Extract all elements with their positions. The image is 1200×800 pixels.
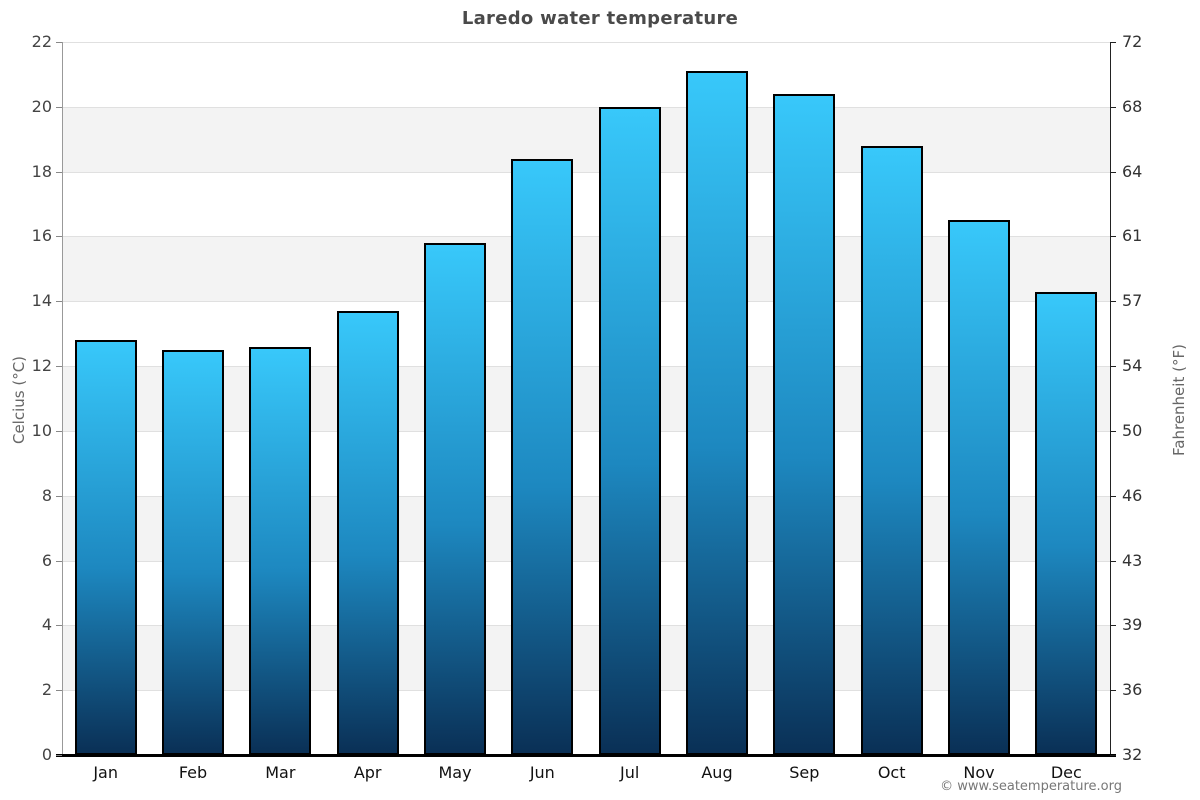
y-tick-label-celsius: 14	[31, 291, 52, 311]
x-tick-label-dec: Dec	[1050, 763, 1082, 782]
bar-nov	[948, 220, 1010, 755]
x-tick-label-jan: Jan	[93, 763, 118, 782]
y-tick-label-fahrenheit: 43	[1122, 550, 1143, 570]
y-tick-label-celsius: 22	[31, 32, 52, 51]
y-tickmark-left	[56, 496, 62, 497]
y-tickmark-left	[56, 236, 62, 237]
y-tick-label-celsius: 12	[31, 356, 52, 376]
y-axis-label-fahrenheit: Fahrenheit (°F)	[1170, 344, 1188, 456]
y-tickmark-right	[1110, 625, 1116, 626]
y-tickmark-left	[56, 42, 62, 43]
y-tickmark-right	[1110, 236, 1116, 237]
y-tickmark-left	[56, 561, 62, 562]
gridline	[62, 431, 1110, 432]
plot-area	[62, 42, 1110, 755]
plot-band	[62, 106, 1110, 172]
y-tick-label-celsius: 0	[41, 745, 52, 764]
y-tick-label-celsius: 10	[31, 420, 52, 440]
y-tickmark-left	[56, 431, 62, 432]
y-tickmark-left	[56, 301, 62, 302]
plot-band	[62, 495, 1110, 561]
y-tick-label-fahrenheit: 72	[1122, 32, 1143, 51]
y-tickmark-left	[56, 755, 62, 756]
y-tickmark-right	[1110, 690, 1116, 691]
y-tick-label-fahrenheit: 68	[1122, 96, 1143, 116]
x-axis-line	[56, 754, 1116, 757]
y-tickmark-right	[1110, 431, 1116, 432]
gridline	[62, 625, 1110, 626]
plot-band	[62, 625, 1110, 691]
gridline	[62, 107, 1110, 108]
gridline	[62, 496, 1110, 497]
bar-apr	[336, 311, 399, 755]
y-tickmark-left	[56, 625, 62, 626]
y-axis-line-left	[62, 42, 63, 755]
bar-feb	[162, 349, 224, 755]
gridline	[62, 42, 1110, 43]
y-tick-label-fahrenheit: 39	[1122, 615, 1143, 635]
x-tick-label-apr: Apr	[353, 763, 382, 782]
x-tick-label-oct: Oct	[877, 763, 906, 782]
gridline	[62, 172, 1110, 173]
watermark-copyright: © www.seatemperature.org	[940, 779, 1122, 794]
x-tick-label-feb: Feb	[178, 763, 208, 782]
y-tick-label-fahrenheit: 54	[1122, 356, 1143, 376]
y-tickmark-right	[1110, 561, 1116, 562]
plot-band	[62, 236, 1110, 302]
chart-title: Laredo water temperature	[461, 8, 739, 29]
y-tickmark-right	[1110, 172, 1116, 173]
y-tick-label-fahrenheit: 46	[1122, 485, 1143, 505]
y-axis-line-right	[1110, 42, 1111, 755]
x-tick-label-may: May	[438, 763, 472, 782]
bar-jan	[74, 340, 137, 755]
x-tick-label-aug: Aug	[701, 763, 733, 782]
bar-dec	[1035, 291, 1098, 755]
y-tick-label-celsius: 16	[31, 226, 52, 246]
gridline	[62, 301, 1110, 302]
y-tick-label-fahrenheit: 61	[1122, 226, 1143, 246]
y-tickmark-right	[1110, 107, 1116, 108]
y-tick-label-celsius: 20	[31, 96, 52, 116]
bar-oct	[860, 145, 923, 755]
y-tick-label-celsius: 4	[41, 615, 52, 635]
y-tickmark-left	[56, 366, 62, 367]
gridline	[62, 690, 1110, 691]
y-tick-label-fahrenheit: 32	[1122, 745, 1143, 764]
y-tickmark-right	[1110, 496, 1116, 497]
x-tick-label-jun: Jun	[529, 763, 555, 782]
gridline	[62, 366, 1110, 367]
y-tick-label-celsius: 8	[41, 485, 52, 505]
y-tickmark-right	[1110, 42, 1116, 43]
bar-jun	[511, 158, 574, 755]
bar-aug	[686, 71, 748, 755]
y-tickmark-right	[1110, 366, 1116, 367]
x-tick-label-mar: Mar	[265, 763, 296, 782]
y-tickmark-left	[56, 690, 62, 691]
y-tick-label-celsius: 2	[41, 680, 52, 700]
bar-may	[424, 242, 486, 755]
x-tick-label-sep: Sep	[789, 763, 820, 782]
y-tick-label-celsius: 18	[31, 161, 52, 181]
bar-mar	[249, 346, 312, 755]
y-tickmark-right	[1110, 301, 1116, 302]
y-tickmark-left	[56, 172, 62, 173]
y-tickmark-right	[1110, 755, 1116, 756]
gridline	[62, 236, 1110, 237]
y-tickmark-left	[56, 107, 62, 108]
gridline	[62, 561, 1110, 562]
y-tick-label-fahrenheit: 50	[1122, 420, 1143, 440]
plot-band	[62, 366, 1110, 431]
y-tick-label-celsius: 6	[41, 550, 52, 570]
y-tick-label-fahrenheit: 64	[1122, 161, 1143, 181]
bar-jul	[598, 106, 661, 755]
x-tick-label-nov: Nov	[963, 763, 995, 782]
y-tick-label-fahrenheit: 36	[1122, 680, 1143, 700]
y-tick-label-fahrenheit: 57	[1122, 291, 1143, 311]
x-tick-label-jul: Jul	[620, 763, 640, 782]
bar-sep	[773, 93, 836, 755]
